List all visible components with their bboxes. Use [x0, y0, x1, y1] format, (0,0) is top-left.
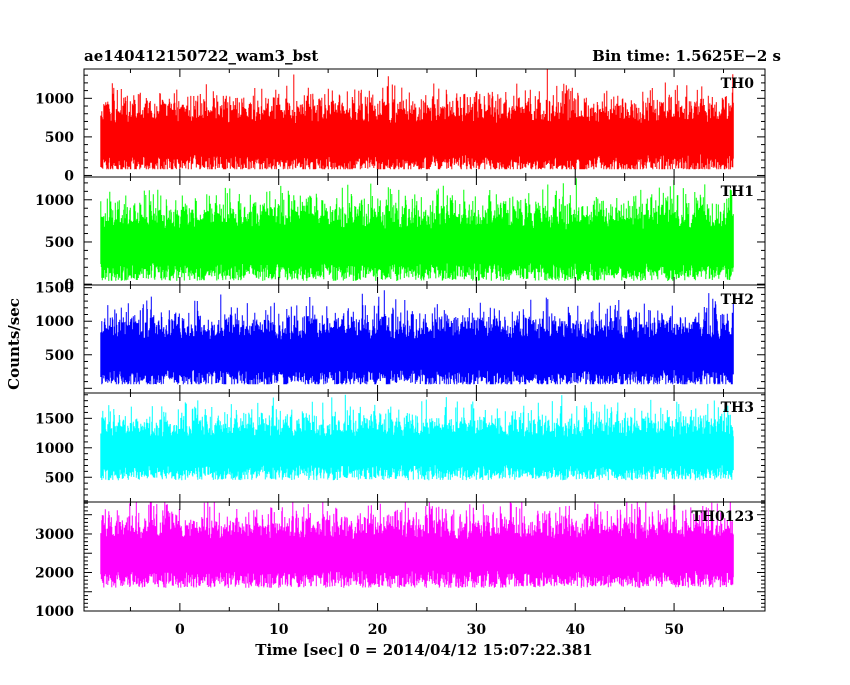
panel-th1: 0 500 1000 TH1: [35, 176, 766, 293]
y-tick-label-th1: 1000: [35, 193, 74, 209]
panel-th0: 0 500 1000 TH0: [35, 68, 766, 184]
chart-title: ae140412150722_wam3_bst: [84, 47, 318, 65]
y-tick-label-th1: 0: [64, 277, 74, 293]
x-tick-label: 10: [269, 622, 289, 638]
x-axis: 0 10 20 30 40 50: [175, 622, 684, 638]
y-tick-label-th0: 500: [45, 130, 74, 146]
x-tick-label: 40: [565, 622, 585, 638]
series-th3-line: [100, 394, 734, 481]
panel-label-th0123: TH0123: [691, 509, 754, 525]
y-axis-label: Counts/sec: [5, 298, 23, 390]
y-tick-label-th0: 0: [64, 168, 74, 184]
y-tick-label-th0123: 3000: [35, 527, 74, 543]
x-tick-label: 20: [368, 622, 388, 638]
y-tick-label-th0123: 2000: [35, 565, 74, 581]
y-tick-label-th0: 1000: [35, 91, 74, 107]
x-tick-label: 0: [175, 622, 185, 638]
panel-label-th1: TH1: [721, 184, 754, 200]
panel-label-th2: TH2: [721, 292, 754, 308]
y-tick-label-th3: 1500: [35, 411, 74, 427]
y-tick-label-th0123: 1000: [35, 604, 74, 620]
y-tick-label-th2: 500: [45, 348, 74, 364]
y-tick-label-th3: 1000: [35, 441, 74, 457]
chart-subtitle: Bin time: 1.5625E−2 s: [592, 47, 781, 65]
panel-label-th0: TH0: [721, 76, 755, 92]
y-tick-label-th1: 500: [45, 235, 74, 251]
y-tick-label-th2: 1000: [35, 314, 74, 330]
panels-group: 0 500 1000 TH0 0 500 1000 TH1 500 1000 1500 TH2 500 1…: [35, 68, 766, 620]
series-th1-line: [100, 178, 734, 281]
series-th0123-line: [100, 502, 734, 588]
x-tick-label: 30: [467, 622, 487, 638]
panel-label-th3: TH3: [721, 400, 754, 416]
series-th2-line: [100, 290, 734, 385]
series-th0-line: [100, 69, 734, 170]
panel-th3: 500 1000 1500 TH3: [35, 392, 766, 503]
y-tick-label-th2: 1500: [35, 281, 74, 297]
panel-th2: 500 1000 1500 TH2: [35, 281, 766, 394]
y-tick-label-th3: 500: [45, 470, 74, 486]
panel-frame: [83, 501, 766, 612]
panel-th0123: 1000 2000 3000 TH0123: [35, 501, 766, 620]
x-tick-label: 50: [664, 622, 684, 638]
x-axis-label: Time [sec] 0 = 2014/04/12 15:07:22.381: [255, 641, 592, 659]
